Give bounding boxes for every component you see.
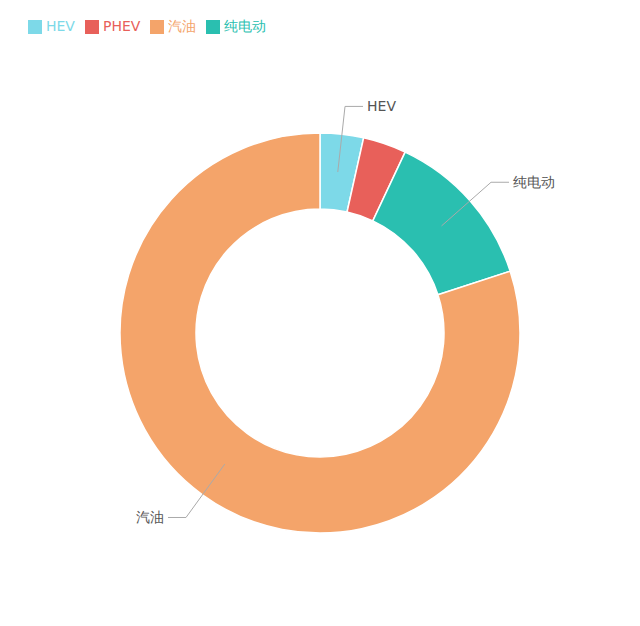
html-text:纯电动: 纯电动 [224, 18, 267, 34]
html-text:汽油: 汽油 [168, 18, 197, 34]
html-text:PHEV: PHEV [103, 18, 141, 34]
svg-text:汽油: 汽油 [136, 509, 164, 525]
svg-text:HEV: HEV [367, 98, 396, 114]
html-text:HEV: HEV [46, 18, 75, 34]
svg-text:纯电动: 纯电动 [513, 174, 555, 190]
